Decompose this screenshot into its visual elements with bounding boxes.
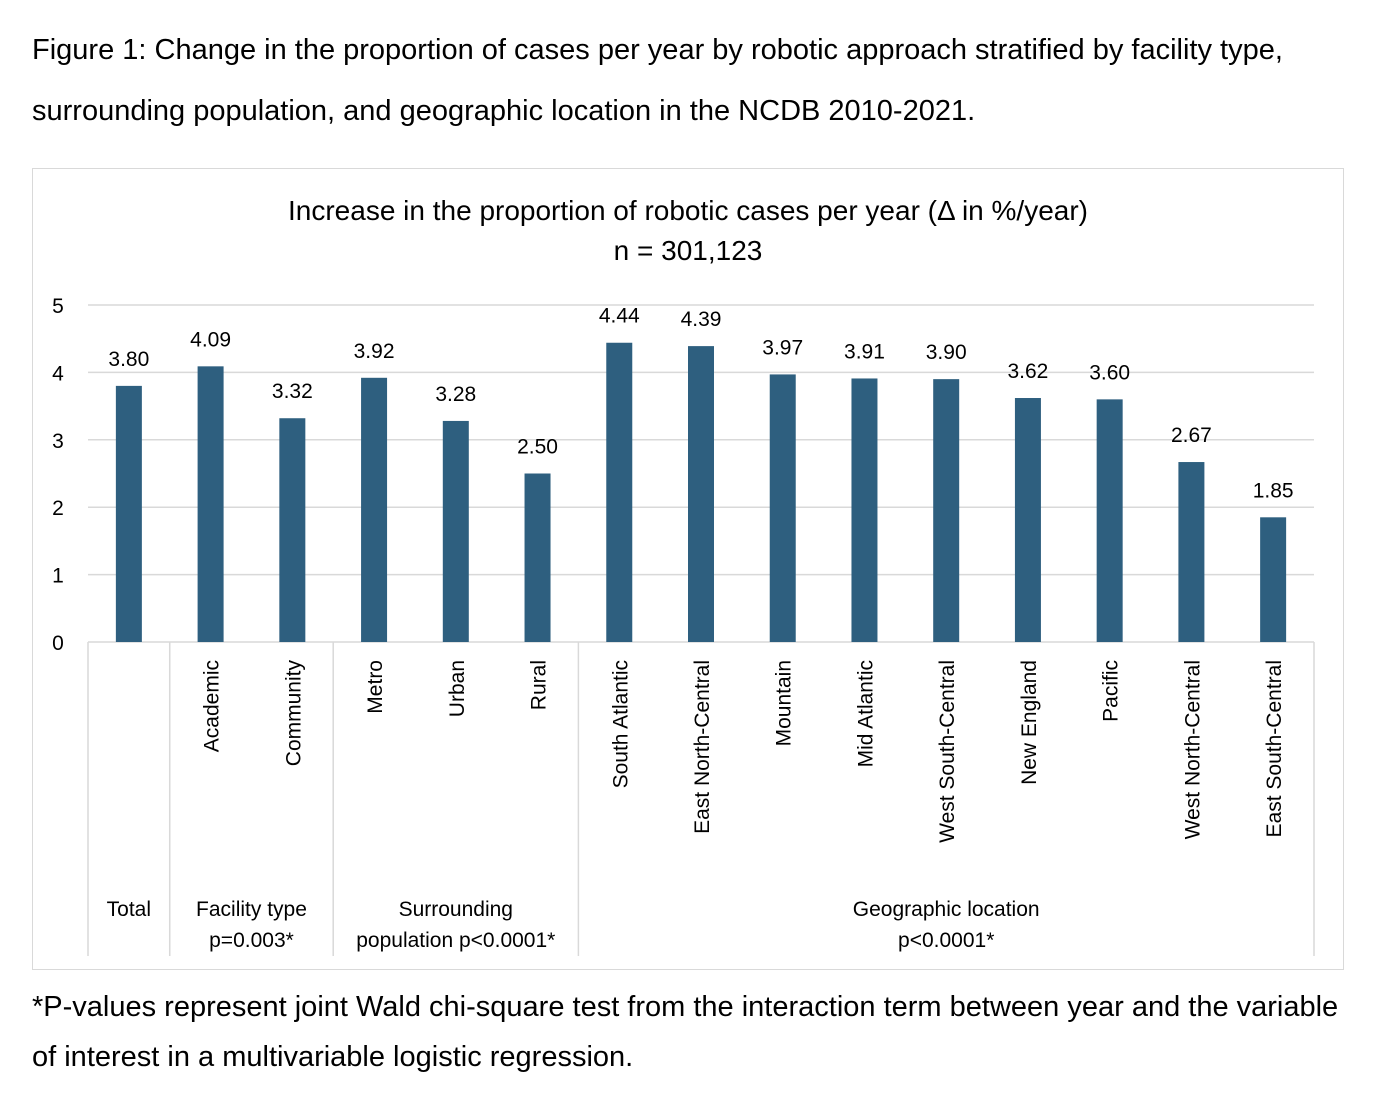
chart-title: Increase in the proportion of robotic ca… xyxy=(288,195,1088,226)
data-label: 3.28 xyxy=(435,383,476,406)
footnote: *P-values represent joint Wald chi-squar… xyxy=(32,991,1339,1073)
data-label: 3.62 xyxy=(1007,360,1048,383)
bar xyxy=(442,420,469,642)
data-label: 3.60 xyxy=(1089,361,1130,384)
category-label: Academic xyxy=(201,660,224,752)
data-label: 3.92 xyxy=(354,340,395,363)
group-label: population p<0.0001* xyxy=(356,929,555,952)
category-label: Metro xyxy=(364,660,387,714)
category-label: Rural xyxy=(528,660,551,710)
chart-subtitle: n = 301,123 xyxy=(614,235,763,266)
x-axis-category-labels: Academic Community Metro Urban Rural South At… xyxy=(201,660,1287,843)
y-tick-label: 0 xyxy=(52,632,64,655)
data-label: 4.09 xyxy=(190,328,231,351)
bar xyxy=(1096,399,1123,642)
bar xyxy=(688,346,714,642)
data-label: 2.67 xyxy=(1171,424,1212,447)
y-tick-label: 1 xyxy=(52,565,64,588)
bar xyxy=(279,418,306,642)
data-label: 3.32 xyxy=(272,380,313,403)
category-label: Mountain xyxy=(773,660,796,746)
chart-area xyxy=(32,168,1344,970)
bar xyxy=(1260,517,1287,642)
bar xyxy=(524,473,551,642)
bar-chart: Increase in the proportion of robotic ca… xyxy=(52,195,1315,956)
y-axis-tick-labels: 0 1 2 3 4 5 xyxy=(52,295,64,655)
y-tick-label: 5 xyxy=(52,295,64,318)
category-label: Mid Atlantic xyxy=(854,660,877,767)
bar xyxy=(115,385,142,642)
data-label: 3.97 xyxy=(762,336,803,359)
group-label: p<0.0001* xyxy=(898,929,994,952)
category-label: Urban xyxy=(446,660,469,717)
data-label: 1.85 xyxy=(1253,479,1294,502)
group-label: Total xyxy=(107,898,151,921)
bar xyxy=(361,377,388,642)
y-tick-label: 3 xyxy=(52,430,64,453)
x-axis-group-labels: Total Facility type p=0.003* Surrounding pop… xyxy=(87,642,1315,956)
group-label: Facility type xyxy=(196,898,307,921)
data-labels: 3.80 4.09 3.32 3.92 3.28 2.50 4.44 4.39 3.97 3.91… xyxy=(108,305,1293,503)
category-label: East North-Central xyxy=(691,660,714,834)
data-label: 3.80 xyxy=(108,348,149,371)
category-label: Pacific xyxy=(1100,660,1123,722)
category-label: West North-Central xyxy=(1181,660,1204,839)
group-label: Surrounding xyxy=(399,898,513,921)
category-label: East South-Central xyxy=(1263,660,1286,837)
bar xyxy=(1014,398,1041,642)
bar xyxy=(197,366,224,642)
bar xyxy=(606,342,633,642)
bars xyxy=(115,342,1287,642)
bar xyxy=(1178,462,1205,642)
bar xyxy=(769,374,796,642)
category-label: Community xyxy=(282,660,305,767)
category-label: South Atlantic xyxy=(609,660,632,788)
group-label: Geographic location xyxy=(853,898,1040,921)
data-label: 4.44 xyxy=(599,305,640,328)
category-label: West South-Central xyxy=(936,660,959,843)
figure-caption: Figure 1: Change in the proportion of ca… xyxy=(32,34,1283,127)
bar xyxy=(933,379,960,642)
group-label: p=0.003* xyxy=(209,929,294,952)
data-label: 3.90 xyxy=(926,341,967,364)
data-label: 2.50 xyxy=(517,436,558,459)
data-label: 4.39 xyxy=(681,308,722,331)
category-label: New England xyxy=(1018,660,1041,785)
data-label: 3.91 xyxy=(844,340,885,363)
bar xyxy=(851,378,878,642)
y-tick-label: 2 xyxy=(52,497,64,520)
y-tick-label: 4 xyxy=(52,362,64,385)
